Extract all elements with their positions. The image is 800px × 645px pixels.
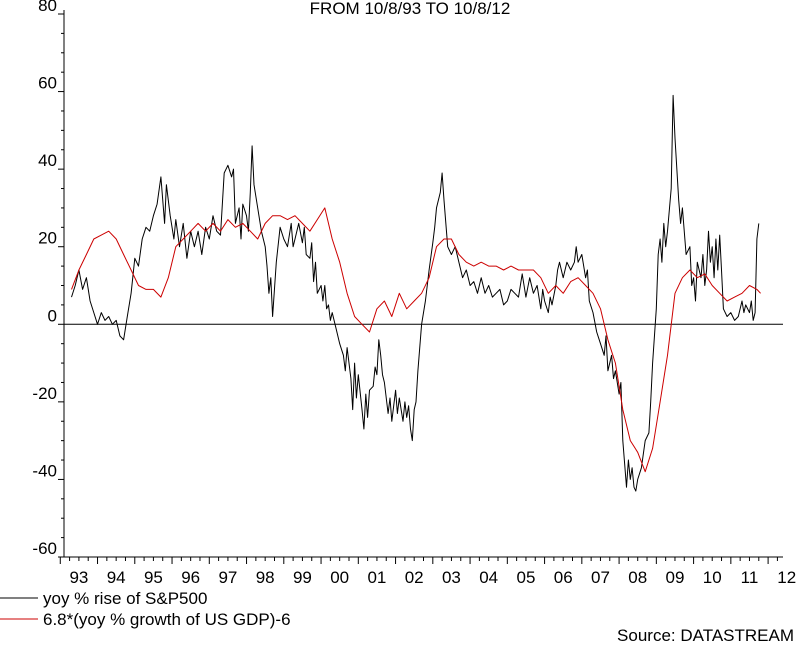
source-note: Source: DATASTREAM [617, 626, 794, 645]
x-tick-label: 01 [367, 568, 386, 587]
legend-label-gdp: 6.8*(yoy % growth of US GDP)-6 [43, 610, 291, 629]
y-tick-label: -40 [32, 461, 57, 480]
y-tick-label: 80 [38, 0, 57, 15]
x-tick-label: 95 [144, 568, 163, 587]
x-tick-label: 02 [405, 568, 424, 587]
x-tick-label: 00 [330, 568, 349, 587]
y-tick-label: 20 [38, 229, 57, 248]
series-layer [71, 94, 761, 492]
x-tick-label: 99 [293, 568, 312, 587]
x-tick-label: 12 [777, 568, 796, 587]
x-tick-label: 03 [442, 568, 461, 587]
x-tick-label: 09 [666, 568, 685, 587]
x-tick-label: 08 [628, 568, 647, 587]
y-tick-label: -20 [32, 384, 57, 403]
x-tick-label: 96 [181, 568, 200, 587]
x-tick-label: 07 [591, 568, 610, 587]
x-tick-label: 11 [741, 568, 759, 587]
legend: yoy % rise of S&P500 6.8*(yoy % growth of… [0, 589, 291, 629]
y-tick-label: -60 [32, 539, 57, 558]
x-tick-label: 10 [703, 568, 722, 587]
legend-label-sp500: yoy % rise of S&P500 [43, 589, 207, 608]
x-tick-label: 05 [516, 568, 535, 587]
x-tick-label: 04 [479, 568, 498, 587]
x-tick-label: 93 [69, 568, 88, 587]
y-tick-label: 0 [48, 306, 57, 325]
x-axis: 93 94 95 96 97 98 99 00 01 02 03 04 05 06 07 08 09 10 11 12 [59, 556, 796, 587]
series-line-gdp [71, 207, 761, 473]
x-tick-label: 94 [107, 568, 126, 587]
y-axis: -60 -40 -20 0 20 40 60 80 [32, 0, 65, 558]
y-tick-label: 60 [38, 74, 57, 93]
x-tick-label: 98 [256, 568, 275, 587]
x-tick-label: 97 [218, 568, 237, 587]
series-line-sp500 [71, 94, 760, 492]
y-tick-label: 40 [38, 151, 57, 170]
chart-title: FROM 10/8/93 TO 10/8/12 [310, 0, 511, 18]
x-tick-label: 06 [554, 568, 573, 587]
